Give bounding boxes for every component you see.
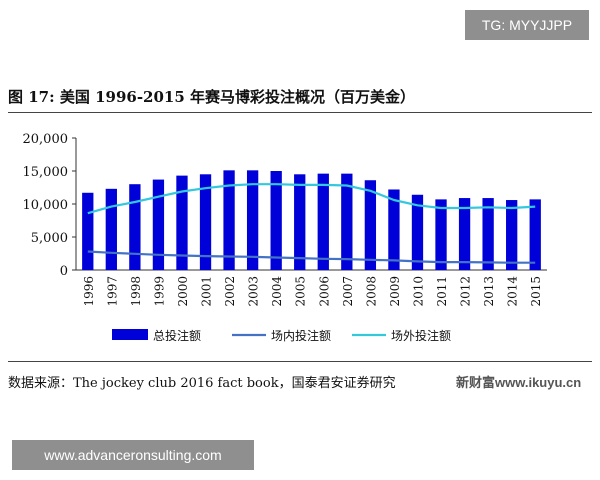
bar-total-wagering bbox=[105, 188, 117, 270]
line-offsite-wagering bbox=[87, 183, 536, 215]
bar-total-wagering bbox=[482, 198, 494, 270]
watermark-url: www.advanceronsulting.com bbox=[12, 440, 254, 470]
x-tick-label: 2015 bbox=[529, 276, 543, 307]
x-tick-labels: 1996 1997 1998 1999 2000 2001 2002 2003 2004 2005… bbox=[82, 276, 543, 307]
x-tick-label: 1997 bbox=[105, 276, 119, 307]
legend-swatch-total bbox=[112, 329, 148, 340]
x-tick-label: 2013 bbox=[482, 276, 496, 307]
chart-axes bbox=[72, 137, 547, 271]
x-tick-label: 2001 bbox=[200, 276, 214, 307]
x-tick-label: 2007 bbox=[341, 276, 355, 307]
source-note: 数据来源：The jockey club 2016 fact book，国泰君安… bbox=[8, 376, 396, 391]
x-tick-label: 2011 bbox=[435, 276, 449, 307]
x-tick-label: 2004 bbox=[270, 276, 284, 307]
bars-total-wagering bbox=[82, 170, 541, 270]
legend-label-onsite: 场内投注额 bbox=[271, 328, 331, 343]
x-tick-label: 2005 bbox=[294, 276, 308, 307]
y-tick-label: 10,000 bbox=[23, 198, 69, 213]
bar-total-wagering bbox=[246, 170, 259, 270]
y-tick-labels: 0 5,000 10,000 15,000 20,000 bbox=[23, 132, 69, 279]
bar-total-wagering bbox=[199, 174, 212, 270]
y-tick-label: 20,000 bbox=[23, 132, 69, 147]
x-tick-label: 2010 bbox=[411, 276, 425, 307]
site-watermark: 新财富www.ikuyu.cn bbox=[456, 375, 582, 390]
legend-label-offsite: 场外投注额 bbox=[391, 328, 451, 343]
title-divider bbox=[8, 112, 592, 113]
x-tick-label: 2012 bbox=[459, 276, 473, 307]
figure-title: 图 17: 美国 1996-2015 年赛马博彩投注概况（百万美金） bbox=[8, 88, 416, 106]
watermark-tg: TG: MYYJJPP bbox=[465, 10, 589, 40]
x-tick-label: 1999 bbox=[152, 276, 166, 307]
bar-total-wagering bbox=[152, 179, 165, 270]
x-tick-label: 2006 bbox=[317, 276, 331, 307]
y-tick-label: 15,000 bbox=[23, 165, 69, 180]
x-tick-label: 2014 bbox=[506, 276, 520, 307]
bar-total-wagering bbox=[82, 192, 94, 270]
x-tick-label: 2009 bbox=[388, 276, 402, 307]
chart-legend: 总投注额 场内投注额 场外投注额 bbox=[112, 328, 451, 343]
bar-total-wagering bbox=[129, 184, 141, 270]
legend-label-total: 总投注额 bbox=[153, 328, 201, 343]
y-tick-label: 5,000 bbox=[31, 231, 68, 246]
wagering-lines bbox=[87, 183, 536, 264]
bar-total-wagering bbox=[388, 189, 400, 270]
bar-total-wagering bbox=[506, 200, 518, 270]
bar-total-wagering bbox=[411, 194, 424, 270]
bar-total-wagering bbox=[458, 198, 471, 270]
bar-total-wagering bbox=[270, 171, 282, 270]
x-tick-label: 2000 bbox=[176, 276, 190, 307]
x-tick-label: 2002 bbox=[223, 276, 237, 307]
bar-total-wagering bbox=[529, 199, 541, 270]
bar-total-wagering bbox=[435, 199, 447, 270]
bar-total-wagering bbox=[294, 174, 306, 270]
y-tick-label: 0 bbox=[60, 264, 68, 279]
source-divider bbox=[8, 361, 592, 362]
bar-total-wagering bbox=[341, 173, 353, 270]
x-tick-label: 2003 bbox=[247, 276, 261, 307]
x-tick-label: 2008 bbox=[364, 276, 378, 307]
bar-total-wagering bbox=[176, 175, 188, 270]
line-onsite-wagering bbox=[87, 250, 536, 264]
bar-total-wagering bbox=[364, 180, 377, 270]
bar-total-wagering bbox=[317, 173, 329, 270]
bar-total-wagering bbox=[223, 170, 235, 270]
x-tick-label: 1998 bbox=[129, 276, 143, 307]
horse-racing-wagering-chart: 1996 1997 1998 1999 2000 2001 2002 2003 2004 2005… bbox=[23, 132, 547, 343]
x-tick-label: 1996 bbox=[82, 276, 96, 307]
